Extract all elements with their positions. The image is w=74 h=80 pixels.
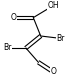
Text: Br: Br [3, 44, 12, 52]
Text: Br: Br [56, 34, 65, 43]
Text: O: O [10, 13, 16, 22]
Text: OH: OH [47, 1, 59, 10]
Text: O: O [50, 68, 56, 76]
